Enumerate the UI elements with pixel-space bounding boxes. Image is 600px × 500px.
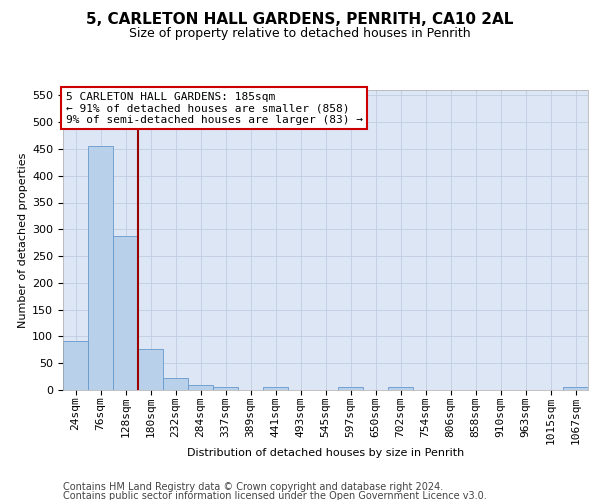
Text: 5 CARLETON HALL GARDENS: 185sqm
← 91% of detached houses are smaller (858)
9% of: 5 CARLETON HALL GARDENS: 185sqm ← 91% of… — [65, 92, 362, 124]
Bar — [88, 146, 113, 390]
Bar — [388, 388, 413, 390]
Text: 5, CARLETON HALL GARDENS, PENRITH, CA10 2AL: 5, CARLETON HALL GARDENS, PENRITH, CA10 … — [86, 12, 514, 28]
Bar — [188, 385, 213, 390]
Text: Size of property relative to detached houses in Penrith: Size of property relative to detached ho… — [129, 28, 471, 40]
Bar — [138, 350, 163, 390]
Bar — [213, 387, 238, 390]
Text: Contains public sector information licensed under the Open Government Licence v3: Contains public sector information licen… — [63, 491, 487, 500]
X-axis label: Distribution of detached houses by size in Penrith: Distribution of detached houses by size … — [187, 448, 464, 458]
Bar — [263, 388, 288, 390]
Y-axis label: Number of detached properties: Number of detached properties — [18, 152, 28, 328]
Bar — [563, 388, 588, 390]
Text: Contains HM Land Registry data © Crown copyright and database right 2024.: Contains HM Land Registry data © Crown c… — [63, 482, 443, 492]
Bar — [338, 387, 363, 390]
Bar — [63, 341, 88, 390]
Bar — [113, 236, 138, 390]
Bar — [163, 378, 188, 390]
